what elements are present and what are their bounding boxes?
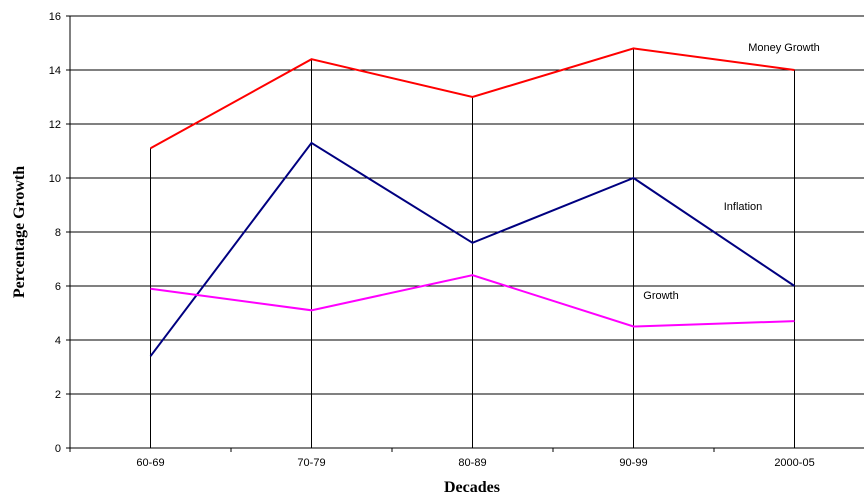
y-tick-label: 16 (49, 11, 61, 23)
y-axis-title: Percentage Growth (11, 166, 28, 298)
money-growth-label: Money Growth (748, 42, 820, 54)
growth-label: Growth (643, 290, 678, 302)
series-lines (149, 47, 796, 357)
y-tick-label: 0 (55, 443, 61, 455)
drop-lines (150, 48, 795, 448)
y-tick-label: 6 (55, 281, 61, 293)
x-tick-label: 80-89 (458, 457, 486, 469)
y-tick-label: 2 (55, 389, 61, 401)
inflation-line (149, 141, 796, 357)
y-tick-labels: 0 2 4 6 8 10 12 14 16 (49, 11, 61, 455)
y-tick-label: 8 (55, 227, 61, 239)
axes (66, 15, 864, 452)
y-tick-label: 4 (55, 335, 61, 347)
inflation-label: Inflation (724, 201, 763, 213)
growth-line (150, 274, 795, 328)
y-tick-label: 12 (49, 119, 61, 131)
x-tick-label: 90-99 (619, 457, 647, 469)
y-tick-label: 10 (49, 173, 61, 185)
y-tick-label: 14 (49, 65, 61, 77)
x-tick-label: 2000-05 (774, 457, 814, 469)
x-tick-label: 60-69 (136, 457, 164, 469)
x-axis-title: Decades (444, 479, 500, 496)
money-growth-line (150, 47, 795, 150)
series-labels: Money Growth Inflation Growth (643, 42, 820, 302)
x-tick-labels: 60-69 70-79 80-89 90-99 2000-05 (136, 457, 814, 469)
x-tick-label: 70-79 (297, 457, 325, 469)
